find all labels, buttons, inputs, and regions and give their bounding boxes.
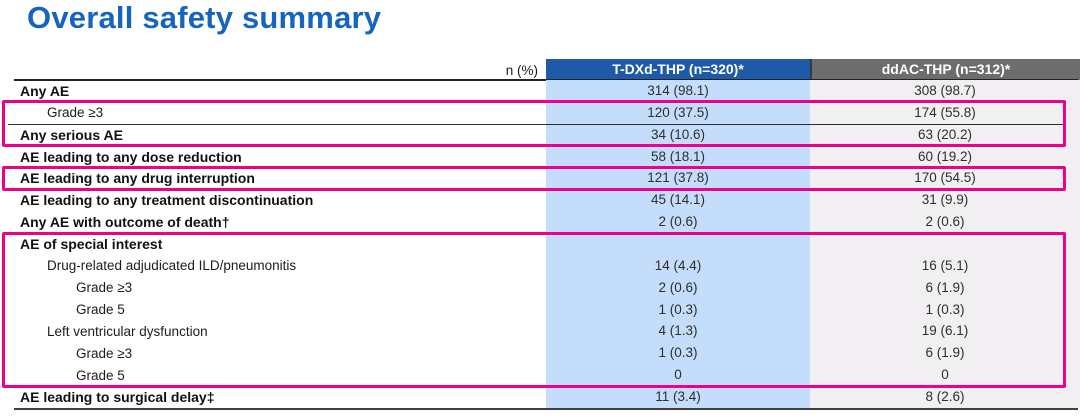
row-label: Grade 5 xyxy=(76,302,125,318)
ddac-thp-value: 174 (55.8) xyxy=(810,101,1080,124)
row-label: Grade 5 xyxy=(76,367,125,383)
ddac-thp-value: 1 (0.3) xyxy=(810,298,1080,321)
ddac-thp-value: 16 (5.1) xyxy=(810,254,1080,277)
ddac-thp-value: 63 (20.2) xyxy=(810,123,1080,146)
page-title: Overall safety summary xyxy=(27,0,382,35)
unit-label: n (%) xyxy=(505,63,538,78)
ddac-thp-value: 60 (19.2) xyxy=(810,145,1080,168)
tdxd-thp-value xyxy=(546,233,810,255)
ddac-thp-value: 170 (54.5) xyxy=(810,167,1080,190)
tdxd-thp-value: 58 (18.1) xyxy=(546,145,810,168)
row-label: Left ventricular dysfunction xyxy=(47,323,208,339)
table-header-row: n (%) T-DXd-THP (n=320)* ddAC-THP (n=312… xyxy=(0,59,1080,82)
row-label: Any serious AE xyxy=(20,126,123,143)
table-row: Any AE with outcome of death† 2 (0.6) 2 … xyxy=(0,211,1080,234)
ddac-thp-value: 19 (6.1) xyxy=(810,320,1080,343)
table-row: AE leading to any dose reduction 58 (18.… xyxy=(0,145,1080,168)
table-row: Any serious AE 34 (10.6) 63 (20.2) xyxy=(0,123,1080,146)
row-label: Any AE with outcome of death† xyxy=(20,214,230,231)
ddac-thp-value: 6 (1.9) xyxy=(810,342,1080,365)
tdxd-thp-value: 314 (98.1) xyxy=(546,80,810,102)
tdxd-thp-value: 4 (1.3) xyxy=(546,320,810,343)
table-row: Grade 5 1 (0.3) 1 (0.3) xyxy=(0,298,1080,321)
tdxd-thp-value: 14 (4.4) xyxy=(546,254,810,277)
row-label: AE of special interest xyxy=(20,235,163,252)
tdxd-thp-value: 11 (3.4) xyxy=(546,386,810,408)
tdxd-thp-value: 0 xyxy=(546,364,810,387)
tdxd-thp-value: 120 (37.5) xyxy=(546,101,810,124)
tdxd-thp-value: 45 (14.1) xyxy=(546,189,810,212)
tdxd-thp-value: 2 (0.6) xyxy=(546,211,810,234)
table-row: Grade ≥3 120 (37.5) 174 (55.8) xyxy=(0,101,1080,124)
table-row: Grade ≥3 1 (0.3) 6 (1.9) xyxy=(0,342,1080,365)
table-row: Left ventricular dysfunction 4 (1.3) 19 … xyxy=(0,320,1080,343)
ddac-thp-value: 8 (2.6) xyxy=(810,386,1080,408)
table-body: Any AE 314 (98.1) 308 (98.7) Grade ≥3 12… xyxy=(0,80,1080,408)
row-label: Grade ≥3 xyxy=(76,345,133,361)
ddac-thp-value: 0 xyxy=(810,364,1080,387)
row-label: AE leading to any dose reduction xyxy=(20,148,242,165)
ddac-thp-value: 2 (0.6) xyxy=(810,211,1080,234)
row-label: AE leading to any drug interruption xyxy=(20,170,255,187)
table-row: AE leading to any drug interruption 121 … xyxy=(0,167,1080,190)
table-row: Grade ≥3 2 (0.6) 6 (1.9) xyxy=(0,276,1080,299)
table-bottom-rule xyxy=(14,408,1078,410)
row-label: AE leading to surgical delay‡ xyxy=(20,388,215,405)
tdxd-thp-value: 1 (0.3) xyxy=(546,298,810,321)
column-header-ddac-thp: ddAC-THP (n=312)* xyxy=(810,59,1080,82)
table-row: Any AE 314 (98.1) 308 (98.7) xyxy=(0,80,1080,102)
row-label: Grade ≥3 xyxy=(47,105,104,121)
ddac-thp-value xyxy=(810,233,1080,255)
section-divider-rule xyxy=(8,123,1066,126)
table-row: AE leading to surgical delay‡ 11 (3.4) 8… xyxy=(0,386,1080,408)
table-row: AE leading to any treatment discontinuat… xyxy=(0,189,1080,212)
table-row: AE of special interest xyxy=(0,233,1080,255)
tdxd-thp-value: 121 (37.8) xyxy=(546,167,810,190)
row-label: Any AE xyxy=(20,82,70,99)
row-label: AE leading to any treatment discontinuat… xyxy=(20,192,314,209)
tdxd-thp-value: 1 (0.3) xyxy=(546,342,810,365)
ddac-thp-value: 31 (9.9) xyxy=(810,189,1080,212)
tdxd-thp-value: 2 (0.6) xyxy=(546,276,810,299)
row-label: Drug-related adjudicated ILD/pneumonitis xyxy=(47,258,297,274)
column-header-tdxd-thp: T-DXd-THP (n=320)* xyxy=(546,59,810,82)
ddac-thp-value: 308 (98.7) xyxy=(810,80,1080,102)
tdxd-thp-value: 34 (10.6) xyxy=(546,123,810,146)
table-row: Grade 5 0 0 xyxy=(0,364,1080,387)
ddac-thp-value: 6 (1.9) xyxy=(810,276,1080,299)
row-label: Grade ≥3 xyxy=(76,280,133,296)
table-row: Drug-related adjudicated ILD/pneumonitis… xyxy=(0,254,1080,277)
